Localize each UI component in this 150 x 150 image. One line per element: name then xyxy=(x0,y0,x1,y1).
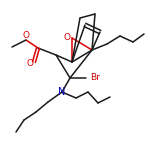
Text: O: O xyxy=(63,33,70,42)
Text: Br: Br xyxy=(90,74,100,82)
Text: O: O xyxy=(22,32,30,40)
Text: N: N xyxy=(58,87,66,97)
Text: O: O xyxy=(27,60,33,69)
